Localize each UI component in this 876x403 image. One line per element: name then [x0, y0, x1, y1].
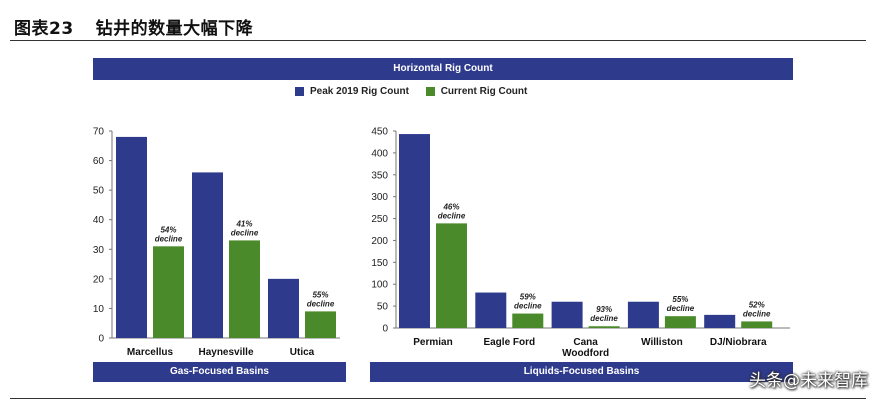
liquids-decline-word: decline	[667, 304, 695, 313]
liquids-bar-current	[588, 326, 620, 328]
liquids-decline-pct: 93%	[596, 305, 612, 314]
gas-bar-current	[305, 311, 336, 338]
liquids-y-tick-label: 250	[371, 214, 388, 225]
gas-y-tick-label: 70	[93, 127, 105, 138]
legend-swatch-current	[425, 87, 435, 96]
gas-bar-peak	[192, 172, 223, 338]
gas-decline-pct: 41%	[235, 219, 252, 228]
liquids-category-label: Cana	[573, 337, 598, 348]
figure-title: 图表23 钻井的数量大幅下降	[14, 14, 253, 39]
gas-decline-word: decline	[231, 228, 259, 237]
liquids-decline-pct: 52%	[749, 300, 765, 309]
gas-y-tick-label: 10	[93, 304, 105, 315]
gas-y-tick-label: 50	[93, 186, 105, 197]
gas-category-label: Marcellus	[127, 347, 174, 358]
liquids-y-tick-label: 100	[371, 280, 388, 291]
gas-bar-peak	[268, 278, 299, 338]
liquids-bar-current	[512, 313, 544, 328]
gas-bar-peak	[116, 136, 147, 338]
legend-item-peak: Peak 2019 Rig Count	[295, 86, 409, 97]
gas-bar-current	[153, 246, 184, 338]
gas-basins-banner: Gas-Focused Basins	[93, 362, 346, 382]
liquids-y-tick-label: 300	[371, 192, 388, 203]
liquids-bar-current	[436, 223, 467, 328]
gas-y-tick-label: 20	[93, 274, 105, 285]
liquids-decline-word: decline	[743, 309, 771, 318]
gas-y-tick-label: 40	[93, 215, 105, 226]
legend-swatch-peak	[295, 87, 304, 96]
liquids-category-label: DJ/Niobrara	[710, 337, 767, 348]
figure-number: 图表23	[14, 19, 74, 39]
liquids-y-tick-label: 200	[371, 236, 388, 247]
header-banner: Horizontal Rig Count	[93, 58, 793, 80]
liquids-bar-current	[664, 316, 696, 328]
liquids-decline-word: decline	[590, 314, 618, 323]
liquids-y-tick-label: 150	[371, 258, 388, 269]
liquids-category-label: Eagle Ford	[483, 337, 535, 348]
liquids-category-label: Williston	[641, 337, 683, 348]
liquids-category-label: Woodford	[562, 348, 609, 359]
liquids-y-tick-label: 400	[371, 148, 388, 159]
legend-label-peak: Peak 2019 Rig Count	[310, 86, 409, 97]
bottom-rule	[10, 398, 866, 399]
gas-decline-word: decline	[155, 234, 183, 243]
gas-bar-current	[229, 240, 260, 338]
liquids-basins-banner: Liquids-Focused Basins	[370, 362, 793, 382]
liquids-y-tick-label: 450	[371, 127, 388, 138]
gas-y-tick-label: 60	[93, 156, 105, 167]
legend-item-current: Current Rig Count	[425, 86, 528, 97]
liquids-bar-peak	[399, 134, 430, 328]
liquids-y-tick-label: 50	[377, 302, 389, 313]
legend-label-current: Current Rig Count	[440, 86, 528, 97]
gas-decline-word: decline	[307, 299, 335, 308]
gas-category-label: Haynesville	[198, 347, 253, 358]
liquids-bar-current	[741, 321, 773, 328]
liquids-decline-pct: 46%	[442, 202, 459, 211]
watermark: 头条@未来智库	[749, 371, 868, 391]
liquids-bar-peak	[551, 301, 583, 328]
liquids-bar-peak	[627, 301, 659, 328]
liquids-y-tick-label: 350	[371, 170, 388, 181]
gas-y-tick-label: 0	[98, 334, 104, 345]
gas-decline-pct: 54%	[160, 225, 176, 234]
liquids-decline-pct: 55%	[672, 295, 688, 304]
top-rule	[10, 40, 866, 41]
liquids-bar-peak	[704, 314, 736, 328]
liquids-decline-word: decline	[438, 211, 466, 220]
liquids-y-tick-label: 0	[382, 324, 388, 335]
figure-caption: 钻井的数量大幅下降	[95, 19, 254, 39]
gas-decline-pct: 55%	[312, 290, 328, 299]
legend: Peak 2019 Rig Count Current Rig Count	[295, 86, 541, 99]
liquids-decline-word: decline	[514, 302, 542, 311]
liquids-category-label: Permian	[413, 337, 452, 348]
gas-category-label: Utica	[290, 347, 315, 358]
gas-y-tick-label: 30	[93, 245, 105, 256]
liquids-bar-peak	[475, 292, 507, 328]
liquids-decline-pct: 59%	[520, 293, 536, 302]
